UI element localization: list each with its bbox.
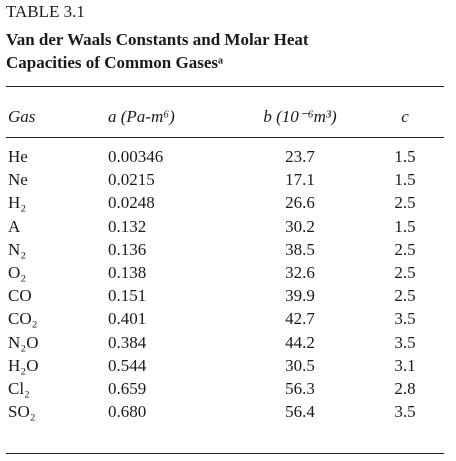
table-cell: 3.1 xyxy=(394,355,416,375)
table-cell: 1.5 xyxy=(394,170,416,190)
column-header: c xyxy=(401,107,409,126)
table-cell: CO₂ xyxy=(8,309,38,329)
table-cell: 26.6 xyxy=(285,193,315,213)
table-cell: 0.0248 xyxy=(108,193,155,213)
table-cell: 0.680 xyxy=(108,402,147,422)
table-cell: 39.9 xyxy=(285,286,315,306)
table-cell: 2.5 xyxy=(394,286,416,306)
table-cell: 0.0215 xyxy=(108,170,155,190)
table-cell: 3.5 xyxy=(394,309,416,329)
table-cell: 1.5 xyxy=(394,216,416,236)
table-cell: 30.5 xyxy=(285,355,315,375)
table-cell: 3.5 xyxy=(394,332,416,352)
table-cell: 1.5 xyxy=(394,147,416,166)
table-cell: 17.1 xyxy=(285,170,315,190)
column-header: b (10⁻⁶m³) xyxy=(263,107,337,126)
table-title: Van der Waals Constants and Molar Heat xyxy=(6,30,309,49)
table-cell: 0.00346 xyxy=(108,147,164,166)
table-cell: 30.2 xyxy=(285,216,315,236)
table-cell: 0.132 xyxy=(108,216,147,236)
table-cell: 0.138 xyxy=(108,263,147,282)
table-label: TABLE 3.1 xyxy=(6,2,85,21)
table-cell: 56.4 xyxy=(285,402,315,422)
table-cell: O₂ xyxy=(8,263,27,282)
table-cell: 38.5 xyxy=(285,239,315,259)
table-cell: 2.8 xyxy=(394,379,416,398)
table-cell: Ne xyxy=(8,170,28,190)
table-cell: 23.7 xyxy=(285,147,315,166)
table-cell: 0.401 xyxy=(108,309,147,329)
table-cell: 0.136 xyxy=(108,239,147,259)
column-header: a (Pa-m⁶) xyxy=(108,107,175,126)
table-cell: 44.2 xyxy=(285,332,315,352)
table-cell: 2.5 xyxy=(394,239,416,259)
table-title: Capacities of Common Gasesᵃ xyxy=(6,53,223,72)
table-cell: N₂ xyxy=(8,239,27,259)
table-cell: 2.5 xyxy=(394,193,416,213)
table-cell: 0.151 xyxy=(108,286,147,306)
table-cell: H₂O xyxy=(8,355,39,375)
table-cell: H₂ xyxy=(8,193,27,213)
table-cell: 32.6 xyxy=(285,263,315,282)
column-header: Gas xyxy=(8,107,36,126)
table-cell: 56.3 xyxy=(285,379,315,398)
table-cell: A xyxy=(8,216,21,236)
rule xyxy=(6,137,444,138)
table-cell: Cl₂ xyxy=(8,379,30,398)
table-cell: 3.5 xyxy=(394,402,416,422)
table-cell: 2.5 xyxy=(394,263,416,282)
table-cell: 42.7 xyxy=(285,309,315,329)
table-cell: SO₂ xyxy=(8,402,36,422)
table-cell: 0.544 xyxy=(108,355,147,375)
table-cell: N₂O xyxy=(8,332,39,352)
rule xyxy=(6,453,444,454)
rule xyxy=(6,86,444,87)
table-cell: 0.659 xyxy=(108,379,147,398)
table-cell: CO xyxy=(8,286,32,306)
table-cell: He xyxy=(8,147,28,166)
table-cell: 0.384 xyxy=(108,332,147,352)
